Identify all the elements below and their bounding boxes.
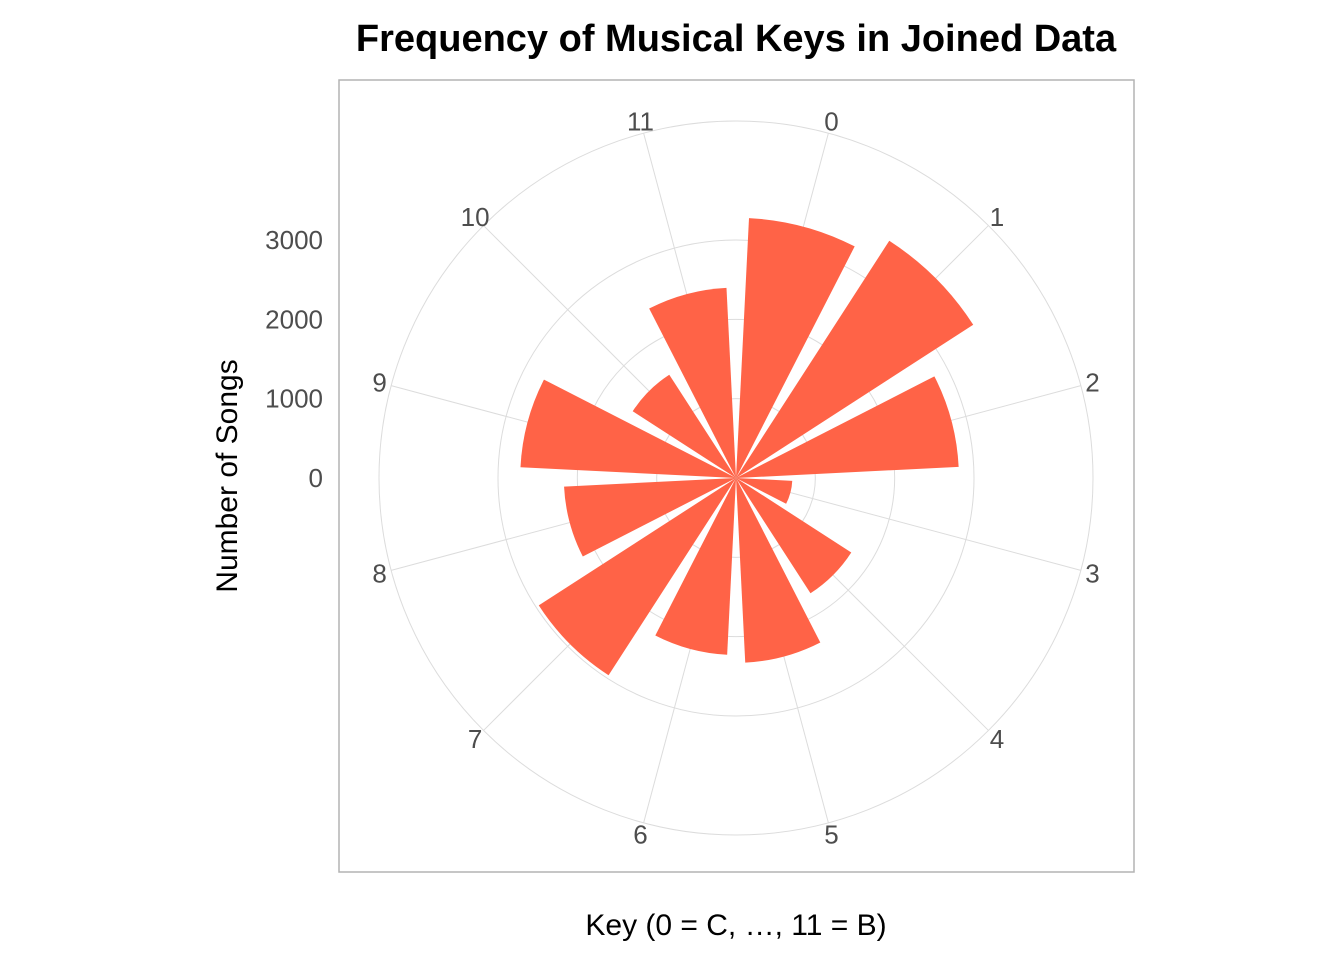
bar-key-1 xyxy=(736,240,974,478)
angle-tick-labels: 0 1 2 3 4 5 6 7 8 9 10 11 xyxy=(372,107,1099,850)
bar-key-8 xyxy=(564,478,736,557)
bar-key-7 xyxy=(538,478,736,676)
angle-tick-label: 7 xyxy=(468,724,482,754)
radial-tick-label: 2000 xyxy=(265,304,323,334)
bar-key-0 xyxy=(736,218,855,478)
radial-tick-labels: 0 1000 2000 3000 xyxy=(265,225,323,493)
bars-layer xyxy=(520,218,974,676)
bar-key-3 xyxy=(736,478,793,504)
grid-circle xyxy=(576,318,896,638)
bar-key-5 xyxy=(736,478,821,663)
grid-circle xyxy=(656,398,816,558)
bar-key-6 xyxy=(655,478,736,655)
grid-spoke xyxy=(735,477,1081,571)
angle-tick-label: 10 xyxy=(461,202,490,232)
bar-key-9 xyxy=(520,379,736,478)
x-axis-title: Key (0 = C, …, 11 = B) xyxy=(585,909,886,942)
angle-tick-label: 1 xyxy=(990,202,1004,232)
angle-tick-label: 5 xyxy=(824,819,838,849)
angle-tick-label: 6 xyxy=(633,819,647,849)
y-axis-title: Number of Songs xyxy=(211,359,244,592)
bar-key-11 xyxy=(649,287,736,478)
angle-tick-label: 8 xyxy=(372,559,386,589)
bar-key-10 xyxy=(632,374,736,478)
angle-tick-label: 9 xyxy=(372,367,386,397)
radial-tick-label: 0 xyxy=(309,463,323,493)
chart-title: Frequency of Musical Keys in Joined Data xyxy=(356,18,1117,60)
angle-tick-label: 3 xyxy=(1085,559,1099,589)
angle-tick-label: 2 xyxy=(1085,367,1099,397)
grid-circle xyxy=(378,120,1094,836)
radial-tick-label: 1000 xyxy=(265,384,323,414)
angle-tick-label: 4 xyxy=(990,724,1004,754)
angle-tick-label: 11 xyxy=(627,107,654,137)
bar-key-4 xyxy=(736,478,852,594)
radial-tick-label: 3000 xyxy=(265,225,323,255)
angle-tick-label: 0 xyxy=(824,107,838,137)
grid-circle xyxy=(497,239,975,717)
bar-key-2 xyxy=(736,376,959,478)
